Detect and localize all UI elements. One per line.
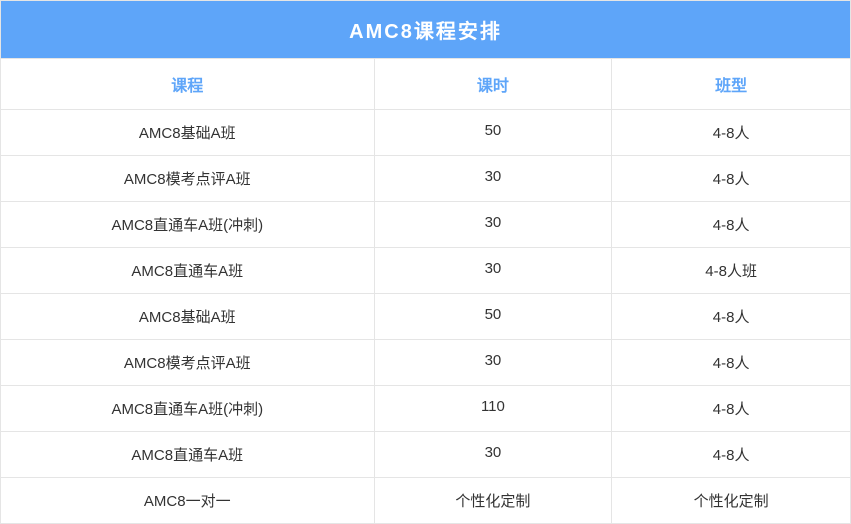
table-row: AMC8模考点评A班304-8人 [1,156,850,202]
table-row: AMC8模考点评A班304-8人 [1,340,850,386]
header-cell-class-type: 班型 [612,59,850,109]
table-cell: 110 [375,386,613,431]
table-cell: AMC8直通车A班 [1,432,375,477]
table-cell: 4-8人 [612,294,850,339]
table-cell: AMC8模考点评A班 [1,156,375,201]
table-cell: AMC8直通车A班(冲刺) [1,202,375,247]
table-row: AMC8直通车A班304-8人班 [1,248,850,294]
table-cell: 30 [375,202,613,247]
table-cell: 30 [375,432,613,477]
table-row: AMC8直通车A班(冲刺)304-8人 [1,202,850,248]
table-cell: 4-8人班 [612,248,850,293]
table-cell: 4-8人 [612,110,850,155]
table-cell: 4-8人 [612,340,850,385]
table-cell: 4-8人 [612,386,850,431]
table-row: AMC8直通车A班304-8人 [1,432,850,478]
table-cell: AMC8直通车A班 [1,248,375,293]
header-cell-course: 课程 [1,59,375,109]
table-row: AMC8基础A班504-8人 [1,110,850,156]
table-cell: 4-8人 [612,432,850,477]
table-row: AMC8基础A班504-8人 [1,294,850,340]
header-cell-hours: 课时 [375,59,613,109]
table-cell: AMC8基础A班 [1,110,375,155]
table-body: AMC8基础A班504-8人AMC8模考点评A班304-8人AMC8直通车A班(… [1,110,850,523]
table-cell: 30 [375,156,613,201]
table-title: AMC8课程安排 [1,1,850,59]
table-cell: 30 [375,248,613,293]
course-table: AMC8课程安排 课程 课时 班型 AMC8基础A班504-8人AMC8模考点评… [0,0,851,524]
table-cell: AMC8直通车A班(冲刺) [1,386,375,431]
table-row: AMC8直通车A班(冲刺)1104-8人 [1,386,850,432]
table-cell: 50 [375,294,613,339]
table-cell: AMC8模考点评A班 [1,340,375,385]
table-header-row: 课程 课时 班型 [1,59,850,110]
table-cell: 4-8人 [612,156,850,201]
table-cell: AMC8基础A班 [1,294,375,339]
table-cell: 4-8人 [612,202,850,247]
table-cell: 30 [375,340,613,385]
table-cell: 50 [375,110,613,155]
